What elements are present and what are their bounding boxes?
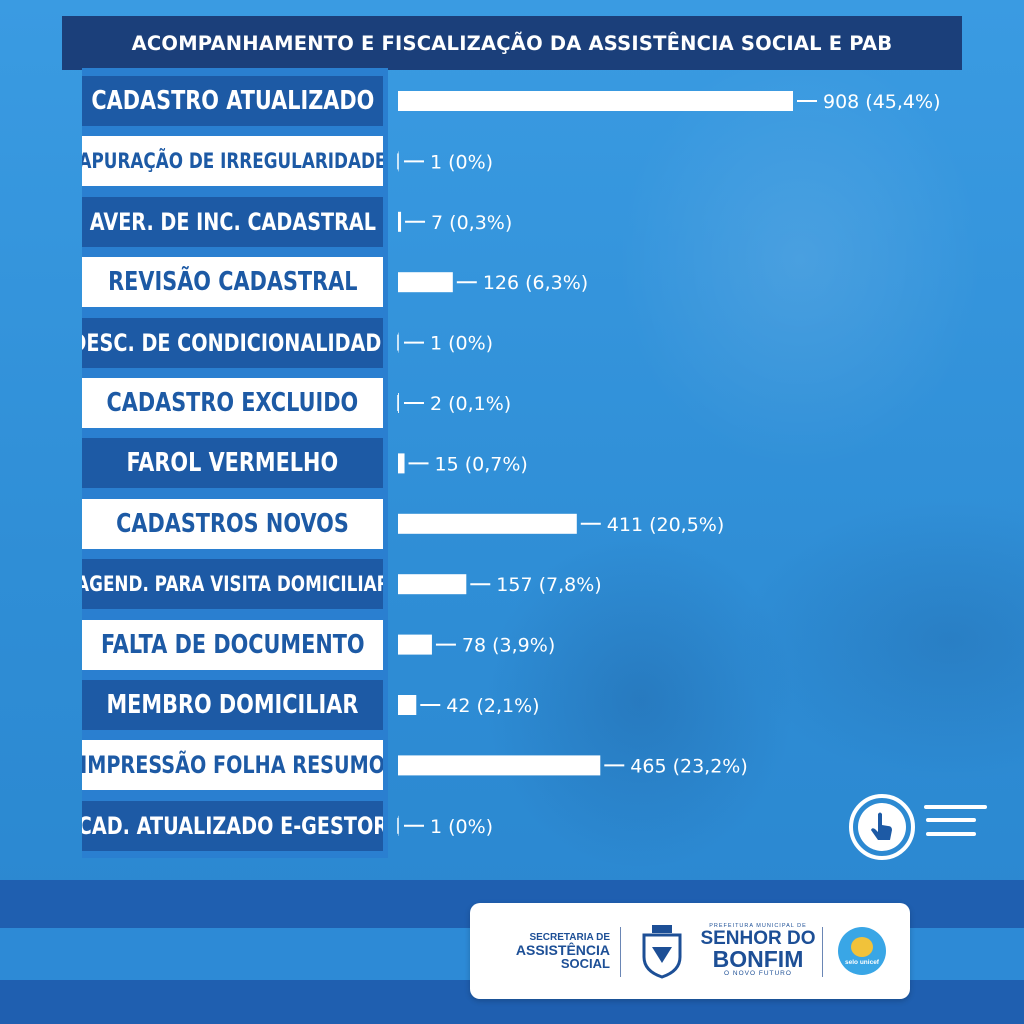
category-label: CADASTROS NOVOS xyxy=(82,498,383,549)
title-bar: ACOMPANHAMENTO E FISCALIZAÇÃO DA ASSISTÊ… xyxy=(62,16,962,70)
category-label: AGEND. PARA VISITA DOMICILIAR xyxy=(82,559,383,610)
category-text: REVISÃO CADASTRAL xyxy=(107,267,358,298)
data-label: 908 (45,4%) xyxy=(823,91,941,113)
data-label: 7 (0,3%) xyxy=(431,212,512,234)
unicef-seal-icon: selo unicef xyxy=(838,927,886,975)
crest-icon xyxy=(642,925,682,979)
data-label: 15 (0,7%) xyxy=(435,453,528,475)
category-text: CAD. ATUALIZADO E-GESTOR xyxy=(82,811,383,840)
data-label: 78 (3,9%) xyxy=(462,635,555,657)
bar xyxy=(398,634,432,655)
category-label: MEMBRO DOMICILIAR xyxy=(82,680,383,730)
category-text: AGEND. PARA VISITA DOMICILIAR xyxy=(82,572,383,597)
category-text: IMPRESSÃO FOLHA RESUMO xyxy=(82,751,383,780)
seal-emblem-icon xyxy=(851,936,873,957)
logo-card: SECRETARIA DE ASSISTÊNCIA SOCIAL PREFEIT… xyxy=(470,903,910,999)
bar xyxy=(398,453,405,474)
divider xyxy=(620,927,621,977)
category-label: AVER. DE INC. CADASTRAL xyxy=(82,196,383,247)
data-label: 1 (0%) xyxy=(430,151,493,173)
category-label: APURAÇÃO DE IRREGULARIDADE xyxy=(82,136,383,187)
data-label: 126 (6,3%) xyxy=(483,272,588,294)
category-label: IMPRESSÃO FOLHA RESUMO xyxy=(82,740,383,791)
divider xyxy=(822,927,823,977)
bar xyxy=(398,695,417,715)
data-label: 1 (0%) xyxy=(430,816,493,838)
category-text: FAROL VERMELHO xyxy=(126,448,339,479)
data-label: 2 (0,1%) xyxy=(430,393,511,415)
data-label: 42 (2,1%) xyxy=(446,695,539,717)
category-label: CADASTRO ATUALIZADO xyxy=(82,76,383,126)
prefeitura-logo: PREFEITURA MUNICIPAL DE SENHOR DO BONFIM… xyxy=(700,923,816,977)
category-label: FAROL VERMELHO xyxy=(82,438,383,489)
data-label: 465 (23,2%) xyxy=(630,755,748,777)
click-hand-icon[interactable] xyxy=(848,792,988,862)
bar xyxy=(398,513,577,534)
bar xyxy=(398,272,453,293)
category-text: DESC. DE CONDICIONALIDADE xyxy=(82,328,383,357)
bar xyxy=(398,755,601,776)
category-text: CADASTRO EXCLUIDO xyxy=(106,388,359,418)
data-label: 411 (20,5%) xyxy=(607,514,725,536)
category-label: FALTA DE DOCUMENTO xyxy=(82,619,383,670)
data-label: 1 (0%) xyxy=(430,333,493,355)
category-label: REVISÃO CADASTRAL xyxy=(82,257,383,308)
category-text: AVER. DE INC. CADASTRAL xyxy=(89,207,376,236)
secretaria-logo: SECRETARIA DE ASSISTÊNCIA SOCIAL xyxy=(515,932,610,971)
bar xyxy=(398,91,793,111)
category-label: CAD. ATUALIZADO E-GESTOR xyxy=(82,800,383,851)
bar xyxy=(398,211,402,232)
category-text: CADASTRO ATUALIZADO xyxy=(91,86,374,116)
bar xyxy=(398,574,467,595)
category-text: CADASTROS NOVOS xyxy=(116,508,349,539)
category-text: APURAÇÃO DE IRREGULARIDADE xyxy=(82,149,383,174)
category-text: FALTA DE DOCUMENTO xyxy=(100,629,365,660)
category-label: DESC. DE CONDICIONALIDADE xyxy=(82,317,383,368)
chart-title: ACOMPANHAMENTO E FISCALIZAÇÃO DA ASSISTÊ… xyxy=(131,31,893,55)
category-text: MEMBRO DOMICILIAR xyxy=(106,690,359,720)
data-label: 157 (7,8%) xyxy=(496,574,601,596)
category-label: CADASTRO EXCLUIDO xyxy=(82,378,383,428)
